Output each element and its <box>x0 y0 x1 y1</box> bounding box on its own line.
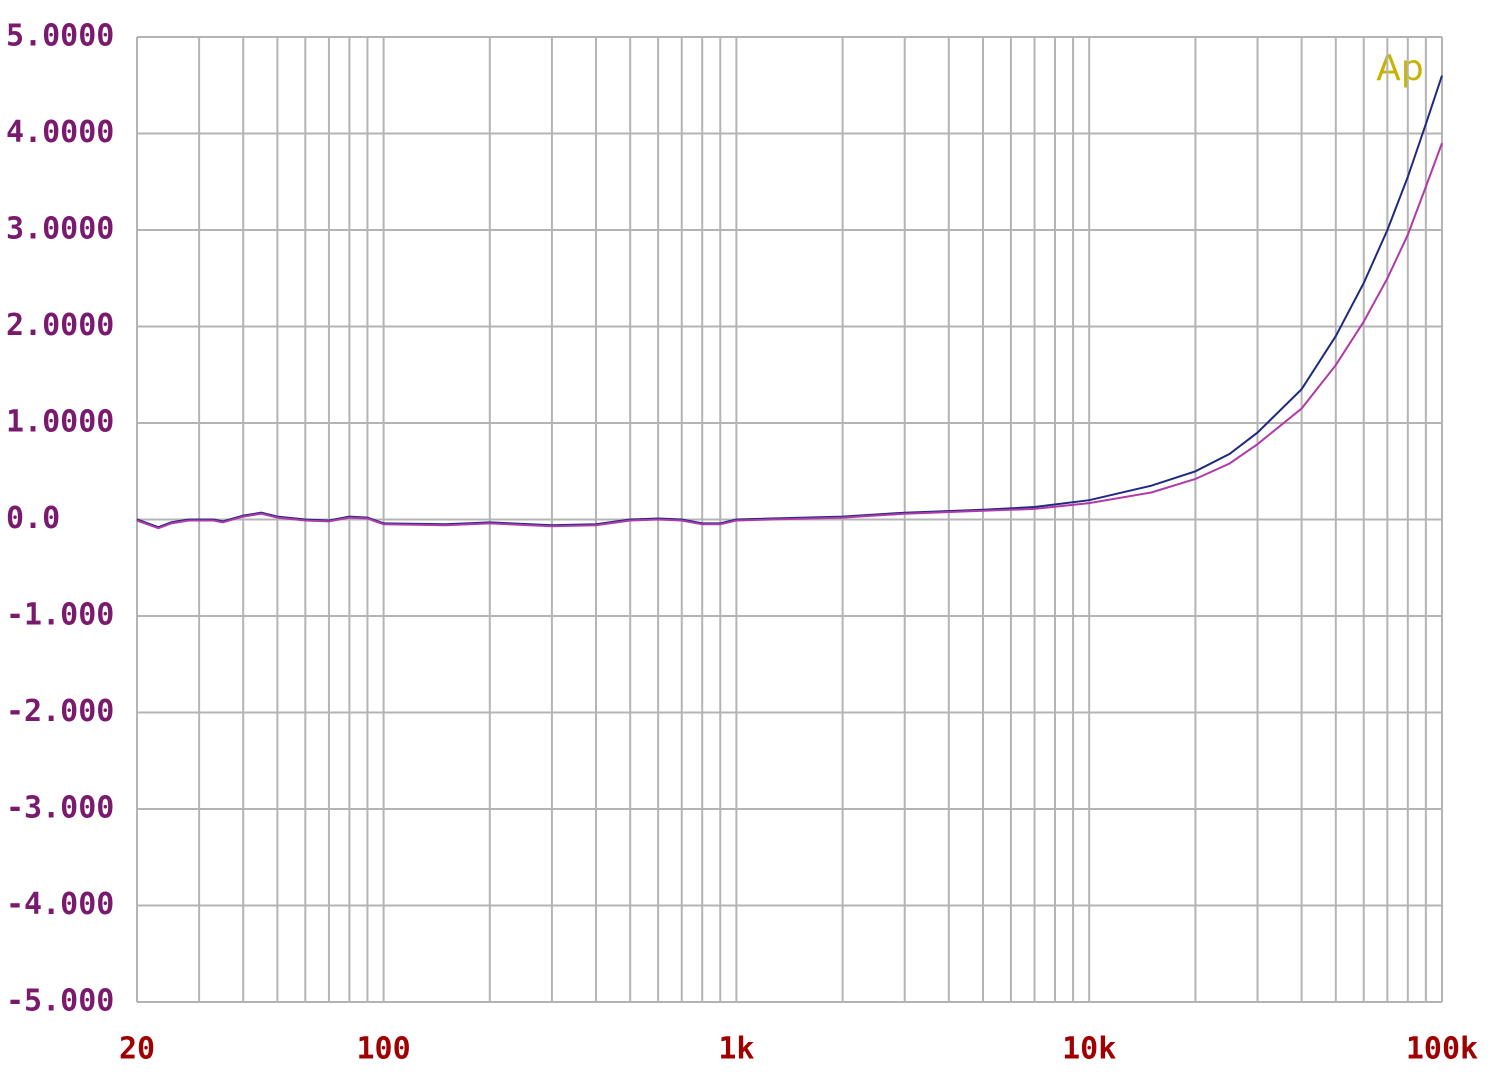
y-tick-label: 3.0000 <box>6 212 114 247</box>
x-tick-label: 1k <box>718 1032 754 1067</box>
logo: Ap <box>1376 48 1423 89</box>
y-tick-label: 4.0000 <box>6 115 114 150</box>
series-line <box>136 75 1443 529</box>
y-tick-label: 5.0000 <box>6 19 114 54</box>
x-tick-label: 20 <box>119 1032 155 1067</box>
y-tick-label: 2.0000 <box>6 308 114 343</box>
y-tick-label: 1.0000 <box>6 405 114 440</box>
logo-bg <box>1362 45 1440 100</box>
y-tick-label: -3.000 <box>6 791 114 826</box>
x-tick-label: 100 <box>357 1032 411 1067</box>
y-tick-label: -2.000 <box>6 694 114 729</box>
y-tick-label: -5.000 <box>6 984 114 1019</box>
x-tick-label: 10k <box>1062 1032 1116 1067</box>
y-tick-label: 0.0 <box>6 501 60 536</box>
series-line <box>136 142 1443 530</box>
x-tick-label: 100k <box>1406 1032 1478 1067</box>
y-tick-label: -1.000 <box>6 598 114 633</box>
y-tick-label: -4.000 <box>6 887 114 922</box>
